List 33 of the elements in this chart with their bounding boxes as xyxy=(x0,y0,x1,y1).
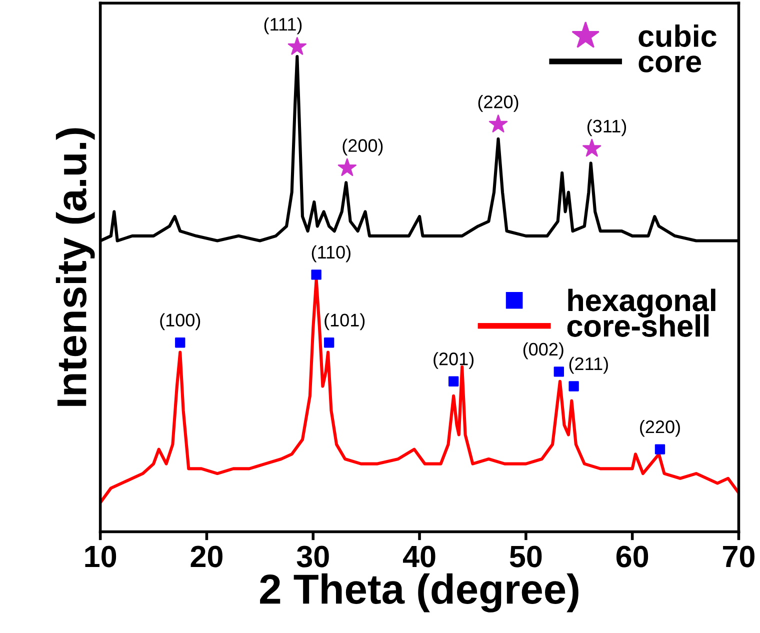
point xyxy=(582,138,602,157)
point xyxy=(554,366,564,377)
x-tick-label: 30 xyxy=(296,546,329,568)
point xyxy=(488,114,508,132)
point xyxy=(654,444,666,454)
x-tick-label: 60 xyxy=(616,546,648,568)
annotation: (220) xyxy=(640,420,680,437)
legend-label: cubic xyxy=(638,24,716,47)
x-tick-label: 70 xyxy=(723,546,754,568)
point xyxy=(175,338,186,348)
annotation: (110) xyxy=(312,245,350,262)
point xyxy=(311,270,322,280)
annotation: (211) xyxy=(569,356,608,374)
y-axis-title: Intensity (a.u.) xyxy=(56,128,95,406)
point xyxy=(568,381,579,392)
annotation: (200) xyxy=(342,138,383,156)
legend-label: core xyxy=(638,56,702,72)
annotation: (220) xyxy=(478,95,518,112)
point xyxy=(324,338,334,348)
point xyxy=(338,158,356,176)
annotation: (111) xyxy=(264,17,302,34)
x-tick-label: 20 xyxy=(190,546,222,568)
x-tick-label: 10 xyxy=(85,546,116,568)
annotation: (100) xyxy=(160,313,200,330)
point xyxy=(288,37,306,55)
x-tick-label: 50 xyxy=(510,546,542,568)
annotation: (002) xyxy=(523,342,564,360)
x-axis-title: 2 Theta (degree) xyxy=(260,573,578,612)
annotation: (201) xyxy=(434,352,474,369)
annotation: (311) xyxy=(587,119,626,136)
x-tick-label: 40 xyxy=(402,546,436,568)
point xyxy=(448,376,459,386)
annotation: (101) xyxy=(324,313,365,330)
